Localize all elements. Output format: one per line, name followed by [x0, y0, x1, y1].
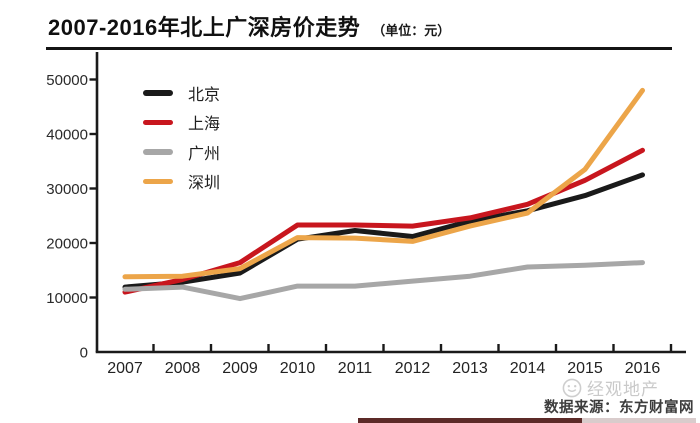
legend-label-beijing: 北京 — [188, 86, 221, 104]
y-tick-label: 40000 — [46, 127, 88, 144]
x-tick-label: 2009 — [222, 360, 258, 377]
y-tick-label: 50000 — [46, 72, 88, 89]
legend-swatch-beijing — [143, 90, 173, 96]
source-note: 数据来源：东方财富网 — [544, 400, 694, 416]
x-tick-label: 2010 — [280, 360, 316, 377]
line-series-北京 — [122, 172, 645, 290]
watermark-text: 经观地产 — [587, 380, 659, 399]
y-tick-label: 30000 — [46, 181, 88, 198]
bottom-bar-light — [582, 418, 696, 423]
y-tick-label: 20000 — [46, 236, 88, 253]
line-series-广州 — [122, 260, 645, 302]
watermark-logo-icon — [562, 378, 582, 397]
y-tick-label: 0 — [80, 345, 88, 362]
legend-swatch-shanghai — [143, 119, 173, 125]
x-tick-label: 2016 — [625, 360, 661, 377]
bottom-bar-dark — [358, 418, 582, 423]
legend-label-guangzhou: 广州 — [188, 145, 221, 163]
y-tick-label: 10000 — [46, 290, 88, 307]
legend-item-shanghai: 上海 — [143, 108, 220, 138]
legend-label-shenzhen: 深圳 — [188, 175, 221, 193]
legend-label-shanghai: 上海 — [188, 116, 221, 134]
x-tick-label: 2013 — [452, 360, 488, 377]
title-underline — [46, 47, 672, 50]
legend-item-guangzhou: 广州 — [143, 137, 220, 167]
x-tick-label: 2015 — [567, 360, 603, 377]
legend-item-beijing: 北京 — [143, 78, 220, 108]
legend-swatch-shenzhen — [143, 178, 173, 184]
legend-item-shenzhen: 深圳 — [143, 167, 220, 197]
x-tick-label: 2008 — [165, 360, 201, 377]
page-title-unit: （单位：元） — [372, 23, 451, 38]
x-tick-label: 2014 — [510, 360, 546, 377]
x-tick-label: 2011 — [338, 360, 373, 377]
line-series-深圳 — [122, 87, 645, 280]
legend-swatch-guangzhou — [143, 149, 173, 155]
watermark: 经观地产 — [561, 375, 659, 400]
title-row: 2007-2016年北上广深房价走势 （单位：元） — [48, 10, 450, 42]
x-tick-label: 2007 — [107, 360, 143, 377]
chart-legend: 北京 上海 广州 深圳 — [143, 78, 220, 196]
page-title: 2007-2016年北上广深房价走势 — [48, 15, 361, 40]
x-tick-label: 2012 — [395, 360, 431, 377]
